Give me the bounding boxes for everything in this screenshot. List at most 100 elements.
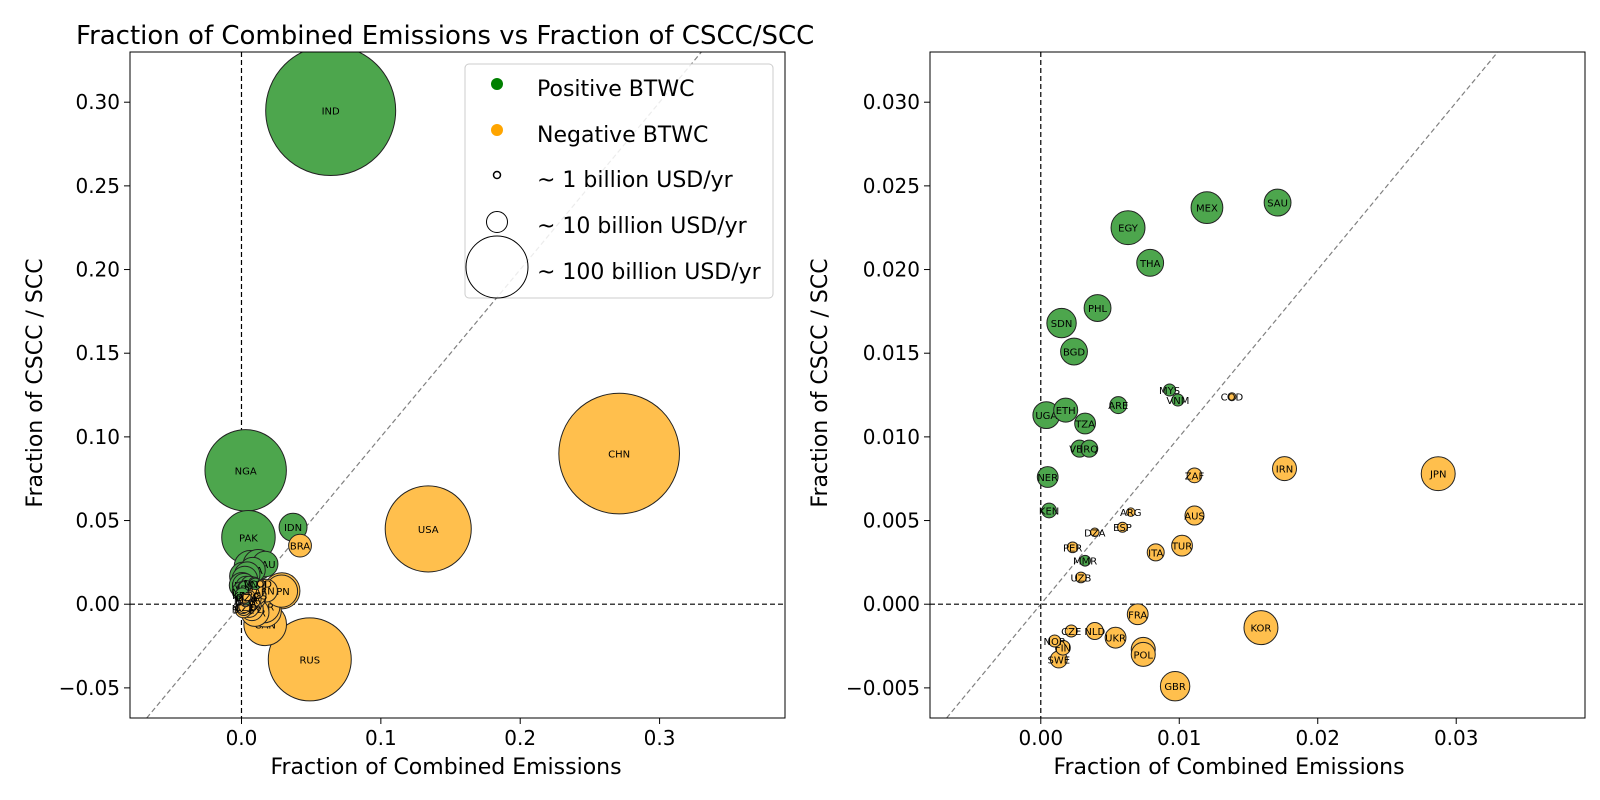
plot-area: INDCHNUSARUSNGAPAKCANJPNDEUEGYKORJPNMEXI… xyxy=(130,52,785,718)
point-cod xyxy=(1227,392,1237,402)
y-tick-label: 0.05 xyxy=(75,509,120,533)
y-tick-label: 0.25 xyxy=(75,174,120,198)
point-are xyxy=(1109,396,1128,415)
point-label-jpn: JPN xyxy=(272,587,289,598)
point-uzb xyxy=(1075,571,1087,584)
point-label-mys: MYS xyxy=(1159,386,1180,397)
point-label-bra: BRA xyxy=(290,542,310,553)
x-tick-label: 0.01 xyxy=(1157,726,1202,750)
point-aus xyxy=(1184,505,1205,526)
point-tza xyxy=(1074,412,1096,435)
point-cze xyxy=(1064,624,1078,638)
point-sau xyxy=(1263,188,1292,217)
point-label-per: PER xyxy=(1063,543,1082,554)
y-tick-label: 0.15 xyxy=(75,341,120,365)
y-tick-label: 0.20 xyxy=(75,258,120,282)
axes-frame xyxy=(929,51,1586,719)
point-label-vnm: VNM xyxy=(244,580,267,591)
point-label-pak: PAK xyxy=(239,533,258,544)
point-bra xyxy=(288,533,312,558)
identity-line xyxy=(946,52,1499,718)
point-label-eth: ETH xyxy=(1056,406,1076,417)
point-label-phl: PHL xyxy=(1088,304,1108,315)
chart-title: Fraction of Combined Emissions vs Fracti… xyxy=(76,21,814,51)
legend-marker-size-100 xyxy=(465,235,529,299)
axes-frame xyxy=(129,51,786,719)
point-ita xyxy=(1146,543,1165,562)
legend-label-size-10: ~ 10 billion USD/yr xyxy=(537,214,748,239)
point-label-sau: SAU xyxy=(1267,199,1288,210)
point-mmr xyxy=(1079,554,1091,567)
point-label-ind: IND xyxy=(322,107,340,118)
point-label-idn: IDN xyxy=(284,523,302,534)
point-label-sdn: SDN xyxy=(1051,319,1073,330)
point-label-usa: USA xyxy=(418,525,439,536)
point-irn xyxy=(1272,456,1298,482)
point-fra xyxy=(1126,603,1149,626)
point-label-nld: NLD xyxy=(1084,627,1105,638)
point-label-gbr: GBR xyxy=(1164,682,1186,693)
x-tick-label: 0.1 xyxy=(365,726,397,750)
point-ner xyxy=(1036,466,1059,488)
y-tick-label: 0.015 xyxy=(863,341,920,365)
point-label-dza: DZA xyxy=(1084,528,1106,539)
point-label-cze: CZE xyxy=(234,603,254,614)
x-tick-label: 0.2 xyxy=(504,726,536,750)
point-label-swe: SWE xyxy=(1048,655,1071,666)
point-vnm xyxy=(1171,393,1185,407)
point-label-bgd: BGD xyxy=(1063,348,1085,359)
point-label-nor: NOR xyxy=(1043,637,1065,648)
point-label-ven: VEN xyxy=(1069,445,1090,456)
point-label-chn: CHN xyxy=(608,450,630,461)
y-tick-label: 0.00 xyxy=(75,592,120,616)
legend-label-positive: Positive BTWC xyxy=(537,77,694,102)
x-tick-label: 0.00 xyxy=(1019,726,1064,750)
legend-marker-size-10 xyxy=(486,211,508,233)
point-eth xyxy=(1053,397,1079,423)
point-arg xyxy=(1126,507,1136,517)
point-label-tur: TUR xyxy=(1171,542,1192,553)
point-label-esp: ESP xyxy=(1113,523,1132,534)
legend-label-size-100: ~ 100 billion USD/yr xyxy=(537,260,762,285)
point-label-ita: ITA xyxy=(245,595,260,606)
point-dza xyxy=(242,592,252,602)
y-tick-label: 0.000 xyxy=(863,592,920,616)
point-label-vnm: VNM xyxy=(1166,396,1189,407)
y-tick-label: 0.010 xyxy=(863,425,920,449)
point-label-uzb: UZB xyxy=(1071,573,1092,584)
x-tick-label: 0.0 xyxy=(226,726,258,750)
point-label-egy: EGY xyxy=(1118,224,1139,235)
point-label-fra: FRA xyxy=(1128,610,1147,621)
y-tick-label: 0.10 xyxy=(75,425,120,449)
x-axis-label-left: Fraction of Combined Emissions xyxy=(270,755,621,780)
point-label-nga: NGA xyxy=(235,466,257,477)
point-usa xyxy=(384,485,472,573)
point-label-mmr: MMR xyxy=(1073,557,1097,568)
y-tick-label: −0.005 xyxy=(846,676,920,700)
point-label-ner: NER xyxy=(1037,473,1058,484)
point-irq xyxy=(1080,439,1099,458)
y-tick-label: 0.005 xyxy=(863,509,920,533)
point-label-irq: IRQ xyxy=(1080,445,1098,456)
point-esp xyxy=(1116,521,1129,533)
legend-marker-negative xyxy=(491,124,503,136)
y-tick-label: 0.025 xyxy=(863,174,920,198)
point-pol xyxy=(1130,641,1156,667)
point-label-dza: DZA xyxy=(236,593,258,604)
y-axis-label-left: Fraction of CSCC / SCC xyxy=(23,258,48,507)
point-nld xyxy=(1085,621,1104,640)
point-label-irn: IRN xyxy=(257,587,274,598)
point-tur xyxy=(1171,534,1193,557)
y-tick-label: 0.30 xyxy=(75,90,120,114)
legend-label-negative: Negative BTWC xyxy=(537,123,708,148)
point-label-zaf: ZAF xyxy=(1185,471,1205,482)
legend: Positive BTWC Negative BTWC ~ 1 billion … xyxy=(464,63,774,299)
point-label-ita: ITA xyxy=(1148,548,1163,559)
point-label-cod: COD xyxy=(1221,393,1244,404)
point-label-tza: TZA xyxy=(1074,419,1095,430)
point-per xyxy=(1066,541,1079,554)
y-tick-label: 0.020 xyxy=(863,258,920,282)
point-label-tha: THA xyxy=(1139,259,1161,270)
